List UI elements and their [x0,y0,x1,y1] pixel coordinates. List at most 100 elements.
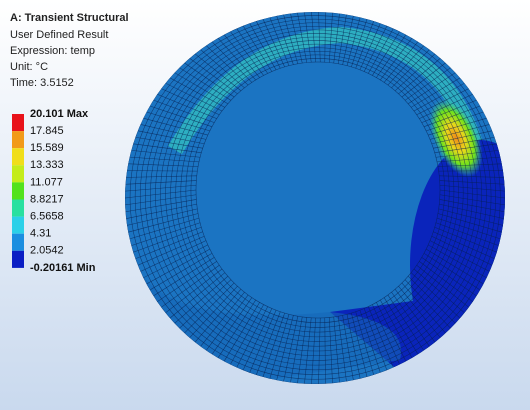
mesh-line [376,302,407,362]
legend-swatch [12,250,24,268]
mesh-line [431,130,493,145]
mesh-line [135,136,203,149]
mesh-line [217,37,256,81]
mesh-line [200,291,245,347]
mesh-line [184,62,235,98]
mesh-line [135,231,203,259]
mesh-line [153,257,215,297]
mesh-line [161,265,220,308]
mesh-line [211,41,253,83]
mesh-line [342,315,354,381]
result-info: Unit: °C [10,61,49,73]
legend-swatch [12,131,24,149]
legend-swatch [12,199,24,217]
legend-label: 6.5658 [30,211,64,223]
mesh-line [217,299,256,359]
mesh-line [419,261,473,302]
mesh-line [249,23,277,70]
mesh-line [230,31,264,76]
mesh-line [363,308,388,371]
legend-label: 20.101 Max [30,108,89,120]
legend-label: -0.20161 Min [30,262,96,274]
mesh-line [391,291,430,347]
result-info: User Defined Result [10,29,109,41]
mesh-line [333,316,340,383]
mesh-line [404,67,451,101]
legend-swatch [12,216,24,234]
mesh-line [165,268,223,314]
mesh-line [346,314,361,379]
mesh-line [276,15,294,65]
mesh-line [426,111,484,132]
legend: 20.101 Max 17.845 15.589 13.333 11.077 8.8217… [12,108,96,274]
mesh-line [435,150,499,158]
legend-label: 8.8217 [30,193,64,205]
mesh-line [433,231,495,259]
mesh-line [318,12,321,63]
mesh-line [439,203,504,219]
mesh-line [184,282,235,334]
mesh-line [391,49,430,89]
mesh-line [236,306,268,368]
mesh-line [372,31,400,76]
mesh-line [419,94,473,119]
mesh-line [153,99,215,123]
mesh-line [194,289,242,343]
mesh-line [383,297,419,355]
mesh-line [437,213,502,233]
mesh-line [355,21,374,69]
mesh-line [137,235,205,266]
mesh-line [439,194,505,206]
mesh-line [410,77,461,108]
mesh-line [436,156,501,163]
mesh-line [200,49,245,89]
mesh-line [434,227,497,253]
mesh-line [351,19,368,67]
mesh-line [129,217,200,240]
mesh-line [249,310,277,373]
mesh-line [380,37,413,81]
mesh-line [311,317,317,384]
ring-model [125,12,505,384]
mesh-line [434,143,497,153]
mesh-line [423,105,481,127]
mesh-line [421,257,477,297]
mesh-line [355,311,374,375]
mesh-line [380,299,413,359]
mesh-line [407,276,456,324]
mesh-line [435,222,499,246]
mesh-line [205,45,249,86]
mesh-line [439,180,505,185]
mesh-line [426,248,484,285]
mesh-line [387,294,425,351]
mesh-line [410,272,461,319]
mesh-line [256,311,281,375]
mesh-line [337,14,347,64]
mesh-line [368,306,394,368]
mesh-line [125,180,197,185]
mesh-line [408,72,456,104]
mesh-line [413,268,465,314]
mesh-line [328,317,333,384]
mesh-line [413,82,465,112]
mesh-line [359,310,381,373]
mesh-line [133,143,202,153]
mesh-line [269,17,290,66]
mesh-line [143,117,208,136]
mesh-line [439,199,505,213]
mesh-line [394,289,436,343]
mesh-line [161,88,220,116]
result-title: A: Transient Structural [10,12,129,24]
mesh-line [174,276,229,324]
mesh-line [128,213,199,233]
result-info: Time: 3.5152 [10,77,74,89]
mesh-line [394,53,436,91]
legend-label: 17.845 [30,125,64,137]
mesh-line [276,315,294,381]
mesh-line [283,316,299,382]
mesh-line [433,136,495,149]
mesh-line [149,253,213,291]
mesh-line [290,316,303,383]
mesh-line [429,240,490,272]
